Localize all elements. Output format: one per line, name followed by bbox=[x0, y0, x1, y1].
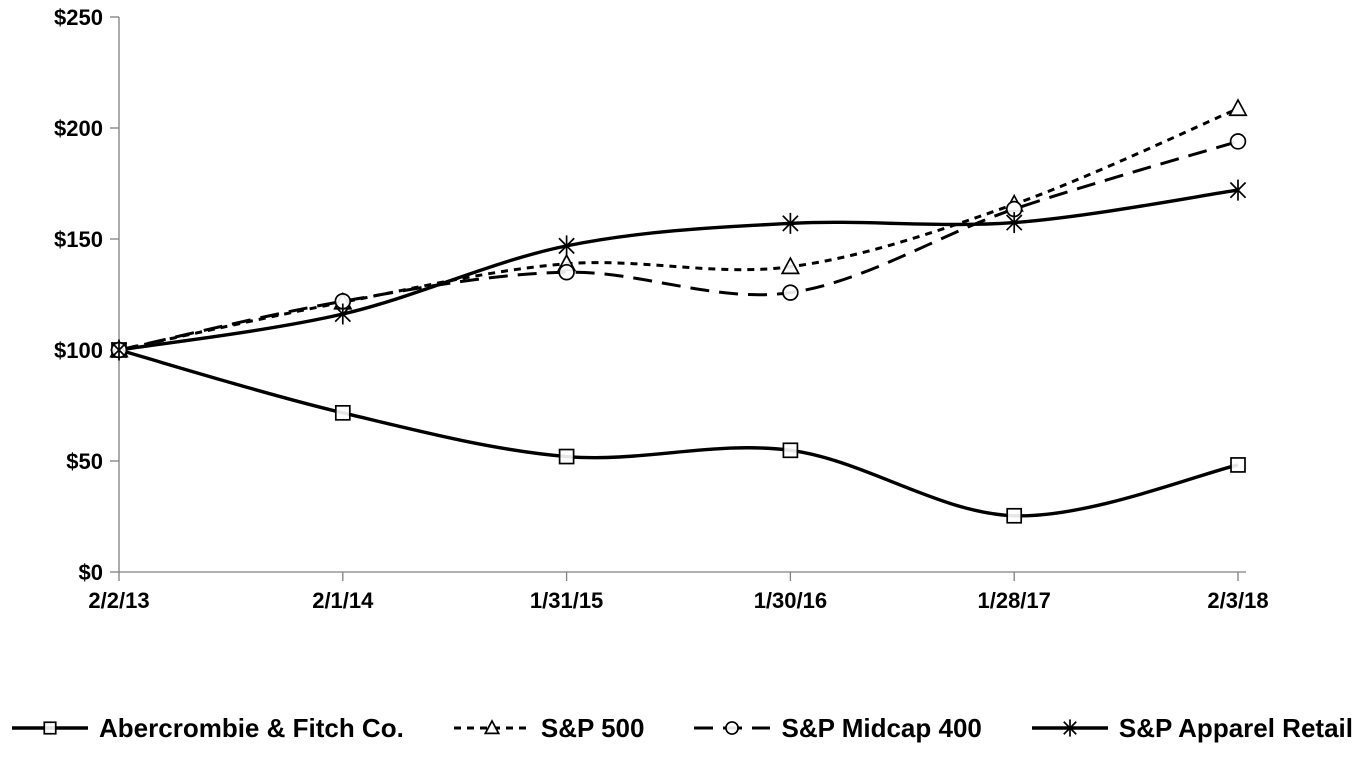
asterisk-marker bbox=[782, 215, 799, 232]
x-tick-label: 2/1/14 bbox=[312, 588, 374, 613]
triangle-marker bbox=[780, 256, 801, 275]
series-line-s-p-midcap-400 bbox=[118, 139, 1239, 352]
triangle-marker bbox=[1228, 98, 1248, 117]
series-markers bbox=[109, 98, 1248, 524]
x-tick-label: 1/28/17 bbox=[977, 588, 1050, 613]
legend-item-s-p-500: S&P 500 bbox=[452, 711, 645, 745]
legend-swatch-circle-icon bbox=[694, 721, 771, 735]
legend-item-abercrombie-fitch-co-: Abercrombie & Fitch Co. bbox=[10, 711, 404, 745]
legend-item-s-p-apparel-retail: S&P Apparel Retail bbox=[1030, 711, 1353, 745]
legend-label-s-p-midcap-400: S&P Midcap 400 bbox=[781, 712, 982, 743]
y-tick-label: $200 bbox=[54, 116, 103, 141]
legend-label-s-p-apparel-retail: S&P Apparel Retail bbox=[1118, 712, 1353, 743]
circle-marker bbox=[782, 284, 799, 301]
asterisk-marker bbox=[110, 341, 128, 359]
series-line-s-p-500 bbox=[118, 107, 1239, 352]
square-marker bbox=[1230, 457, 1246, 473]
x-tick-label: 2/2/13 bbox=[88, 588, 149, 613]
circle-marker bbox=[558, 263, 575, 281]
square-marker bbox=[1006, 507, 1023, 524]
triangle-marker bbox=[483, 719, 501, 735]
chart-legend: Abercrombie & Fitch Co. S&P 500 S&P Midcap… bbox=[0, 702, 1359, 754]
y-tick-label: $50 bbox=[66, 449, 103, 474]
legend-label-abercrombie-fitch-co-: Abercrombie & Fitch Co. bbox=[99, 712, 404, 743]
x-tick-label: 1/31/15 bbox=[530, 588, 603, 613]
x-tick-label: 2/3/18 bbox=[1207, 588, 1268, 613]
legend-item-s-p-midcap-400: S&P Midcap 400 bbox=[692, 711, 982, 745]
series-lines bbox=[118, 107, 1239, 518]
legend-swatch-square-icon bbox=[12, 721, 88, 735]
legend-swatch-asterisk-icon bbox=[1031, 719, 1108, 737]
y-tick-label: $150 bbox=[54, 227, 103, 252]
y-tick-label: $0 bbox=[79, 560, 103, 585]
y-tick-label: $100 bbox=[54, 338, 103, 363]
circle-marker bbox=[725, 721, 740, 735]
square-marker bbox=[334, 404, 351, 421]
series-line-s-p-apparel-retail bbox=[118, 188, 1239, 352]
series-line-abercrombie-fitch-co- bbox=[118, 348, 1239, 518]
asterisk-marker bbox=[334, 305, 352, 323]
line-chart-canvas: $0 $50 $100 $150 $200 $250 2/2/13 2/1/14 1/31/15… bbox=[54, 5, 1269, 613]
y-tick-label: $250 bbox=[54, 5, 103, 30]
legend-swatch-triangle-icon bbox=[453, 719, 530, 735]
x-tick-label: 1/30/16 bbox=[754, 588, 827, 613]
circle-marker bbox=[1229, 133, 1247, 150]
asterisk-marker bbox=[558, 237, 575, 255]
square-marker bbox=[43, 721, 57, 735]
legend-label-s-p-500: S&P 500 bbox=[540, 712, 645, 743]
asterisk-marker bbox=[1063, 721, 1077, 735]
asterisk-marker bbox=[1229, 181, 1247, 199]
square-marker bbox=[782, 442, 799, 459]
square-marker bbox=[558, 448, 575, 465]
asterisk-marker bbox=[1005, 214, 1023, 231]
